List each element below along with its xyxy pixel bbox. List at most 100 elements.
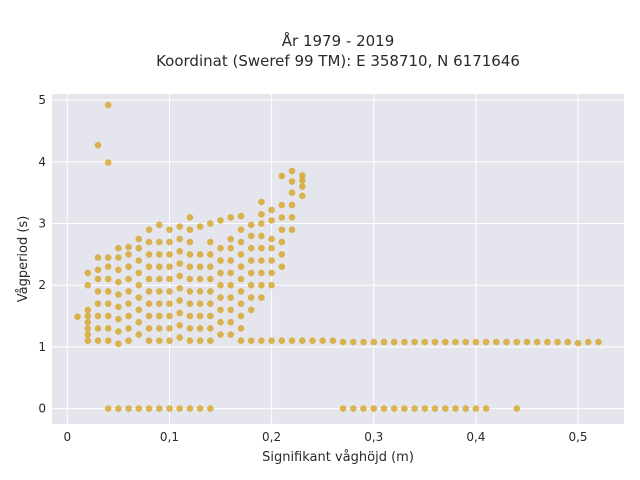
data-point [145, 226, 153, 233]
y-tick-label: 5 [38, 93, 46, 107]
data-point [145, 251, 153, 258]
data-point [186, 263, 194, 271]
data-point [186, 226, 194, 233]
data-point [115, 405, 122, 412]
data-point [74, 313, 81, 321]
data-point [115, 291, 122, 298]
data-point [207, 325, 214, 332]
data-point [247, 337, 255, 345]
data-point [217, 281, 224, 289]
data-point [84, 318, 92, 326]
data-point [186, 288, 194, 295]
data-point [288, 189, 296, 196]
data-point [258, 294, 265, 301]
x-tick-label: 0,5 [568, 430, 587, 444]
data-point [196, 337, 204, 345]
data-point [247, 294, 255, 301]
data-point [278, 337, 286, 345]
data-point [207, 405, 214, 412]
data-point [176, 248, 183, 255]
data-point [135, 331, 143, 338]
data-point [237, 251, 245, 258]
data-point [156, 251, 163, 258]
y-tick-label: 0 [38, 402, 46, 416]
grid-lines [52, 94, 624, 424]
data-point [503, 338, 510, 346]
data-point [94, 300, 102, 308]
data-point [135, 269, 143, 277]
data-point [278, 263, 286, 271]
data-point [145, 288, 153, 295]
data-point [196, 275, 204, 283]
data-point [176, 334, 183, 341]
data-point [350, 405, 357, 412]
data-point [166, 288, 173, 295]
data-point [309, 337, 316, 345]
data-point [268, 269, 275, 277]
data-point [227, 257, 234, 264]
data-point [207, 312, 214, 320]
x-axis-ticks: 0 0,1 0,2 0,3 0,4 0,5 [64, 430, 588, 444]
data-point [176, 235, 183, 243]
data-point [227, 244, 234, 252]
data-point [329, 337, 337, 345]
data-point [299, 177, 306, 184]
y-axis-label: Vågperiod (s) [16, 216, 31, 303]
data-point [94, 288, 102, 295]
data-point [258, 211, 265, 218]
data-point [472, 405, 480, 412]
data-point [94, 275, 102, 283]
data-point [104, 159, 112, 166]
data-point [380, 338, 388, 346]
data-point [227, 331, 234, 338]
data-point [217, 331, 224, 338]
y-tick-label: 2 [38, 278, 46, 292]
y-tick-label: 4 [38, 155, 46, 169]
y-axis-ticks: 0 1 2 3 4 5 [38, 93, 46, 415]
data-point [237, 275, 245, 283]
data-point [207, 337, 214, 345]
data-point [411, 405, 418, 412]
data-point [176, 223, 183, 230]
data-point [442, 405, 449, 412]
data-point [94, 337, 102, 345]
data-point [125, 243, 132, 251]
data-point [585, 338, 592, 346]
x-tick-label: 0,1 [160, 430, 179, 444]
data-point [278, 251, 286, 258]
data-point [166, 263, 173, 271]
data-point [268, 257, 275, 264]
data-point [339, 405, 347, 412]
data-point [145, 312, 153, 320]
data-point [513, 338, 521, 346]
data-point [115, 278, 122, 286]
data-point [299, 172, 306, 179]
x-axis-label: Signifikant våghöjd (m) [262, 450, 414, 465]
data-point [84, 281, 92, 289]
data-point [278, 226, 286, 233]
data-point [125, 263, 132, 271]
data-point [237, 337, 245, 345]
data-point [186, 312, 194, 320]
data-point [237, 226, 245, 233]
data-point [421, 338, 429, 346]
data-point [411, 338, 418, 346]
data-point [186, 337, 194, 345]
data-point [104, 300, 112, 308]
data-point [166, 226, 173, 233]
data-point [227, 294, 234, 301]
data-point [237, 312, 245, 320]
data-point [186, 275, 194, 283]
data-point [115, 244, 122, 252]
data-point [258, 257, 265, 264]
data-point [156, 288, 163, 295]
data-point [84, 269, 92, 277]
data-point [135, 318, 143, 326]
data-point [176, 405, 183, 412]
data-point [247, 221, 255, 229]
data-point [156, 275, 163, 283]
data-point [135, 405, 143, 412]
chart-subtitle: Koordinat (Sweref 99 TM): E 358710, N 61… [156, 52, 520, 70]
y-tick-label: 1 [38, 340, 46, 354]
